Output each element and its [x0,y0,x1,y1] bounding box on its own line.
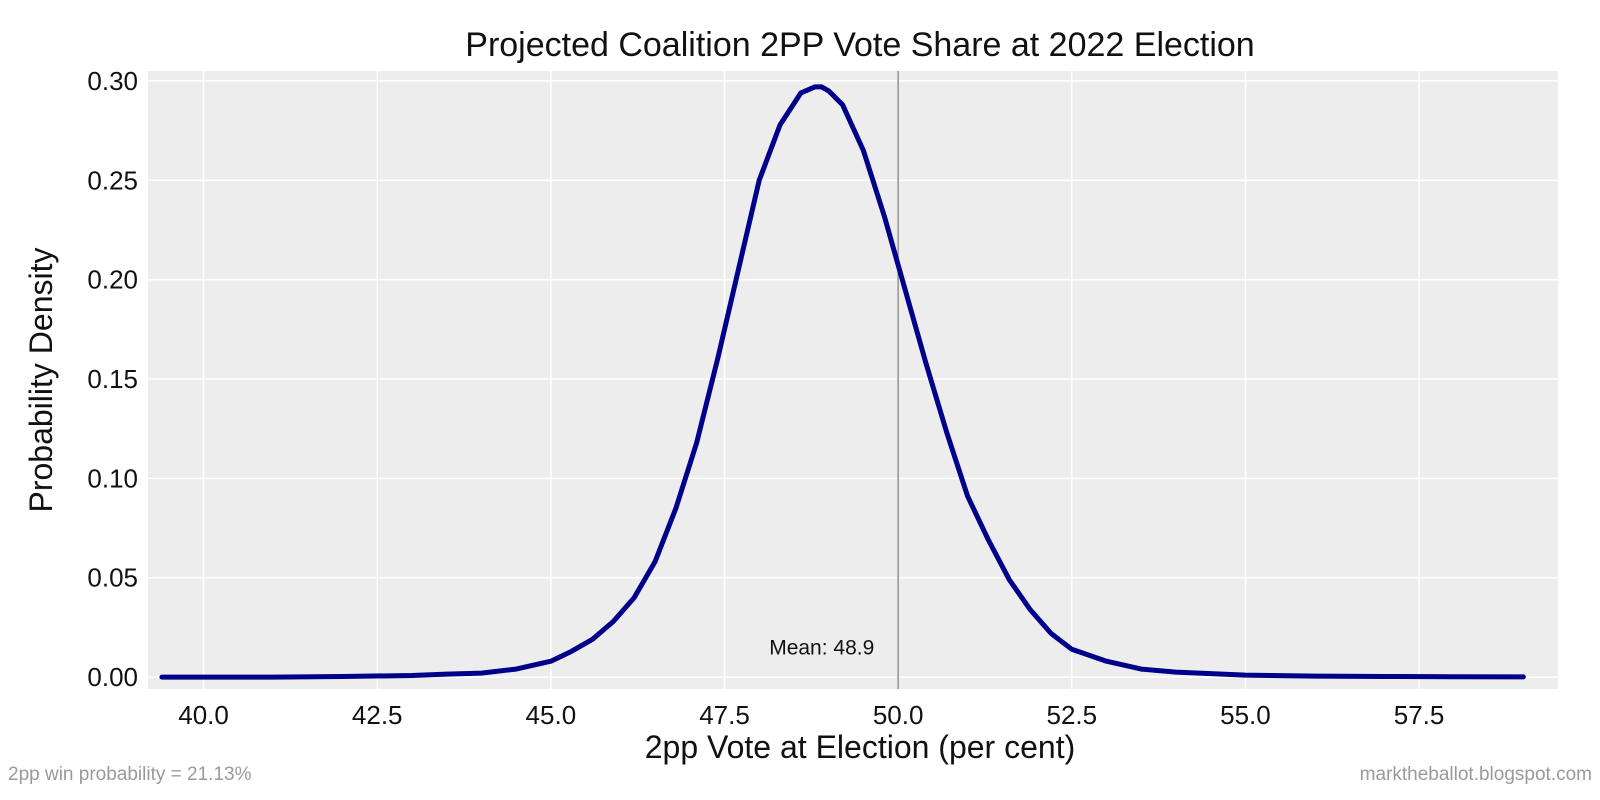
y-tick-label: 0.25 [87,165,138,195]
chart-title: Projected Coalition 2PP Vote Share at 20… [465,26,1254,64]
x-tick-label: 45.0 [526,700,577,730]
y-axis-label: Probability Density [23,248,59,513]
x-tick-label: 55.0 [1220,700,1271,730]
x-tick-label: 47.5 [699,700,750,730]
x-axis-ticks: 40.0 42.5 45.0 47.5 50.0 52.5 55.0 57.5 [178,700,1444,730]
x-tick-label: 42.5 [352,700,403,730]
grid-lines [148,71,1558,689]
plot-area [148,71,1558,689]
y-tick-label: 0.05 [87,563,138,593]
x-tick-label: 57.5 [1394,700,1445,730]
x-axis-label: 2pp Vote at Election (per cent) [645,729,1075,765]
y-tick-label: 0.10 [87,463,138,493]
y-tick-label: 0.20 [87,265,138,295]
source-credit: marktheballot.blogspot.com [1359,764,1592,785]
x-tick-label: 40.0 [178,700,229,730]
y-tick-label: 0.15 [87,364,138,394]
y-tick-label: 0.00 [87,662,138,692]
annotation-layer: Mean: 48.9 [769,636,874,659]
win-probability-note: 2pp win probability = 21.13% [8,764,252,785]
series-layer [159,84,1526,680]
density-curve [159,84,1526,680]
x-tick-label: 50.0 [873,700,924,730]
mean-annotation: Mean: 48.9 [769,636,874,659]
x-tick-label: 52.5 [1046,700,1097,730]
y-axis-ticks: 0.00 0.05 0.10 0.15 0.20 0.25 0.30 [87,66,138,692]
y-tick-label: 0.30 [87,66,138,96]
